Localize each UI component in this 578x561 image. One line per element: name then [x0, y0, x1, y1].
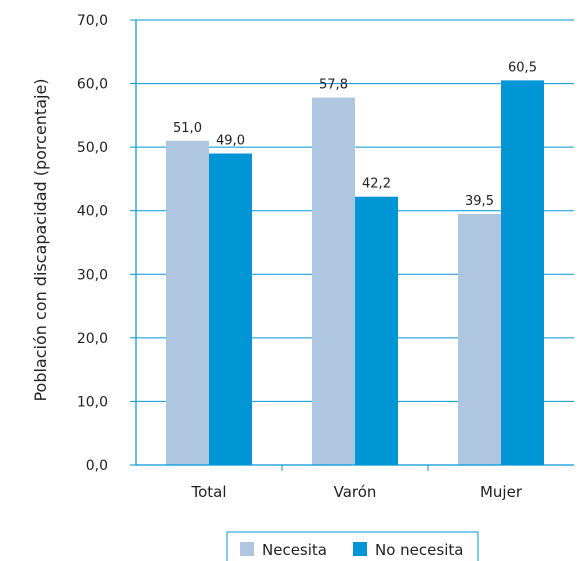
legend-box [226, 531, 479, 561]
bar-no-necesita-mujer [501, 80, 544, 466]
axes [130, 19, 574, 471]
category-label-total: Total [190, 483, 226, 501]
category-labels: Total Varón Mujer [190, 483, 522, 501]
y-tick-label: 30,0 [77, 267, 108, 283]
legend-label: Necesita [262, 541, 327, 559]
y-tick-label: 40,0 [77, 204, 108, 220]
y-tick-label: 10,0 [77, 394, 108, 410]
bars [166, 80, 544, 466]
bar-necesita-varón [312, 97, 355, 466]
bar-no-necesita-total [209, 153, 252, 465]
data-label: 60,5 [508, 60, 537, 75]
data-labels: 51,0 49,0 57,8 42,2 39,5 60,5 [173, 60, 537, 209]
data-label: 57,8 [319, 78, 348, 93]
data-label: 42,2 [362, 177, 391, 192]
y-axis-label: Población con discapacidad (porcentaje) [31, 78, 50, 401]
bar-necesita-total [166, 140, 209, 466]
bar-no-necesita-varón [355, 196, 398, 465]
y-tick-label: 60,0 [77, 77, 108, 93]
bar-necesita-mujer [458, 213, 501, 465]
data-label: 39,5 [465, 194, 494, 209]
y-tick-label: 70,0 [77, 13, 108, 29]
y-tick-labels: 0,0 10,0 20,0 30,0 40,0 50,0 60,0 70,0 [77, 13, 108, 474]
y-tick-label: 20,0 [77, 331, 108, 347]
category-label-varón: Varón [334, 483, 377, 501]
data-label: 51,0 [173, 121, 202, 136]
legend-swatch-no-necesita [353, 542, 367, 556]
data-label: 49,0 [216, 134, 245, 149]
y-tick-label: 50,0 [77, 140, 108, 156]
category-label-mujer: Mujer [480, 483, 523, 501]
legend-swatch-necesita [240, 542, 254, 556]
legend: Necesita No necesita [226, 531, 479, 561]
y-tick-label: 0,0 [86, 458, 108, 474]
legend-label: No necesita [375, 541, 463, 559]
